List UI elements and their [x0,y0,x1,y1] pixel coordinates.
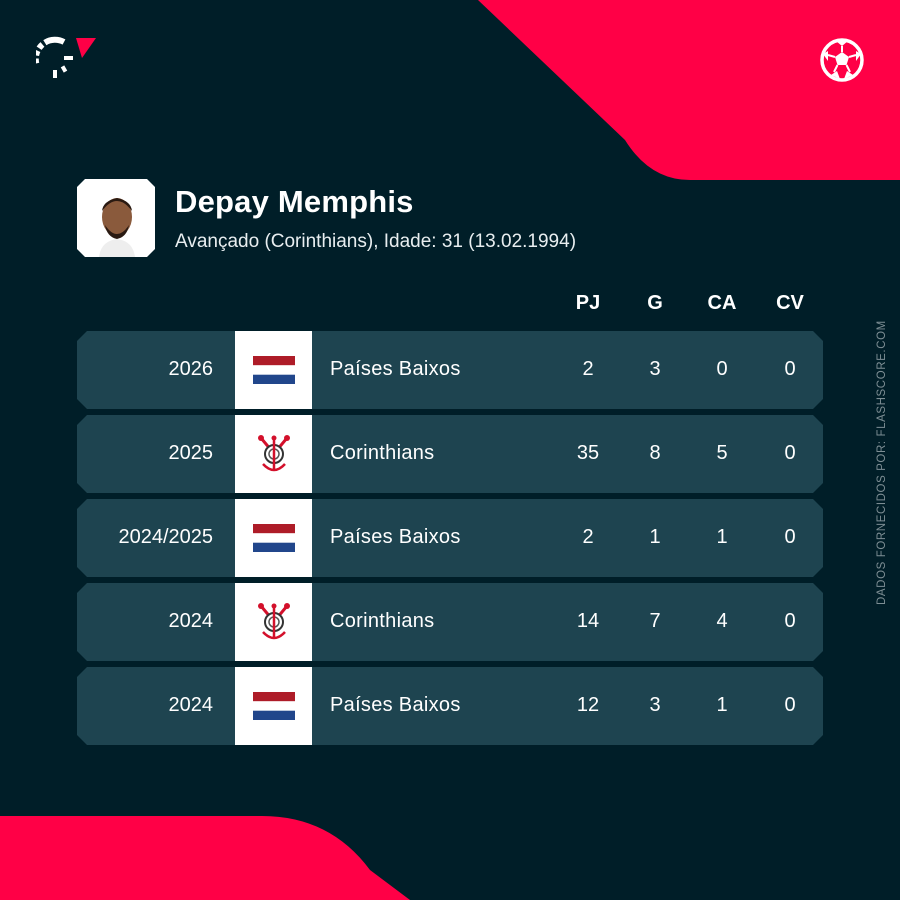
table-row: 2024 Países Baixos 12 3 1 0 [77,667,823,745]
header-g: G [647,292,663,314]
yellow-cards: 4 [716,610,728,632]
yellow-cards: 1 [716,526,728,548]
red-cards: 0 [784,442,796,464]
player-name: Depay Memphis [175,184,414,219]
goals: 7 [649,610,661,632]
header-ca: CA [707,292,737,314]
team-crest [235,499,312,577]
table-row: 2024/2025 Países Baixos 2 1 1 0 [77,499,823,577]
team-crest [235,331,312,409]
data-credit: DADOS FORNECIDOS POR: FLASHSCORE.COM [876,320,888,605]
red-cards: 0 [784,526,796,548]
player-photo [99,198,135,257]
team-crest [235,667,312,745]
goals: 3 [649,358,661,380]
matches-played: 2 [582,358,594,380]
team-crest [235,583,312,661]
season: 2024 [168,610,214,632]
header-pj: PJ [575,292,601,314]
season: 2025 [168,442,214,464]
bottom-red-shape [0,816,410,900]
goals: 3 [649,694,661,716]
corinthians-crest-icon [257,603,290,640]
player-subtitle: Avançado (Corinthians), Idade: 31 (13.02… [175,231,577,252]
team-name: Corinthians [330,442,435,464]
netherlands-flag-icon [252,692,295,720]
red-cards: 0 [784,358,796,380]
netherlands-flag-icon [252,356,295,384]
matches-played: 35 [576,442,600,464]
red-cards: 0 [784,694,796,716]
goals: 8 [649,442,661,464]
soccer-ball-icon [820,38,864,82]
table-row: 2025 Corinthians 35 8 5 0 [77,415,823,493]
red-cards: 0 [784,610,796,632]
team-name: Países Baixos [330,358,461,380]
team-name: Corinthians [330,610,435,632]
matches-played: 12 [576,694,600,716]
yellow-cards: 0 [716,358,728,380]
team-name: Países Baixos [330,694,461,716]
corinthians-crest-icon [257,435,290,472]
flashscore-logo-icon [36,36,96,79]
header-cv: CV [776,292,804,314]
season: 2024 [168,694,214,716]
season: 2026 [168,358,214,380]
team-crest [235,415,312,493]
table-row: 2026 Países Baixos 2 3 0 0 [77,331,823,409]
team-name: Países Baixos [330,526,461,548]
season: 2024/2025 [118,526,213,548]
yellow-cards: 1 [716,694,728,716]
player-avatar [77,179,155,257]
netherlands-flag-icon [252,524,295,552]
goals: 1 [649,526,661,548]
matches-played: 2 [582,526,594,548]
matches-played: 14 [576,610,600,632]
yellow-cards: 5 [716,442,728,464]
top-red-shape [478,0,900,180]
table-row: 2024 Corinthians 14 7 4 0 [77,583,823,661]
